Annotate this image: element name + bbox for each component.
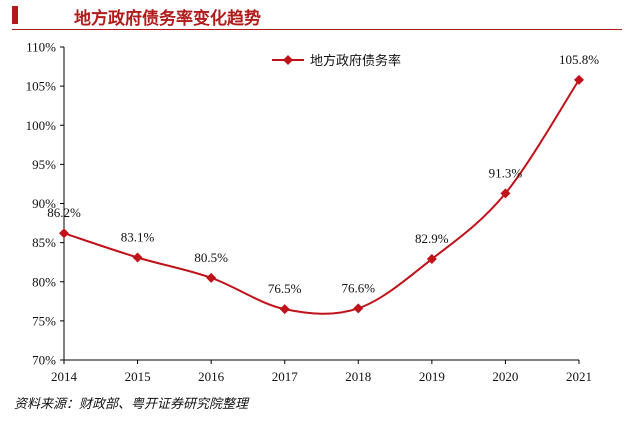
data-point-marker <box>132 252 143 263</box>
x-tick-label: 2019 <box>419 369 445 384</box>
data-point-marker <box>353 303 364 314</box>
data-point-marker <box>279 304 290 315</box>
x-tick-label: 2017 <box>272 369 299 384</box>
legend-label: 地方政府债务率 <box>310 53 401 69</box>
x-tick-label: 2015 <box>125 369 151 384</box>
y-tick-label: 80% <box>32 274 56 289</box>
chart-header: 地方政府债务率变化趋势 <box>12 2 622 30</box>
x-tick-label: 2016 <box>198 369 225 384</box>
data-label: 76.5% <box>268 281 302 296</box>
title-divider <box>12 29 622 30</box>
y-tick-label: 85% <box>32 235 56 250</box>
data-label: 82.9% <box>415 231 449 246</box>
data-label: 76.6% <box>341 280 375 295</box>
data-label: 83.1% <box>121 229 155 244</box>
x-tick-label: 2020 <box>492 369 518 384</box>
y-tick-label: 95% <box>32 157 56 172</box>
y-tick-label: 100% <box>26 118 57 133</box>
data-label: 91.3% <box>489 165 523 180</box>
data-label: 105.8% <box>559 52 599 67</box>
legend-marker <box>283 55 293 65</box>
y-tick-label: 105% <box>26 79 57 94</box>
title-accent-bar <box>12 6 18 24</box>
x-tick-label: 2021 <box>566 369 592 384</box>
data-point-marker <box>59 228 69 239</box>
series-line <box>63 79 580 315</box>
data-point-marker <box>206 272 217 283</box>
y-tick-label: 90% <box>32 196 56 211</box>
x-tick-label: 2018 <box>345 369 371 384</box>
y-tick-label: 70% <box>32 353 56 368</box>
data-point-marker <box>574 74 584 85</box>
data-label: 86.2% <box>47 205 81 220</box>
data-point-marker <box>500 188 511 199</box>
y-tick-label: 110% <box>26 40 56 55</box>
data-point-marker <box>426 254 437 265</box>
source-note: 资料来源：财政部、粤开证券研究院整理 <box>14 397 249 412</box>
x-tick-label: 2014 <box>51 369 78 384</box>
page-title: 地方政府债务率变化趋势 <box>74 9 261 29</box>
data-label: 80.5% <box>194 250 228 265</box>
y-tick-label: 75% <box>32 313 56 328</box>
